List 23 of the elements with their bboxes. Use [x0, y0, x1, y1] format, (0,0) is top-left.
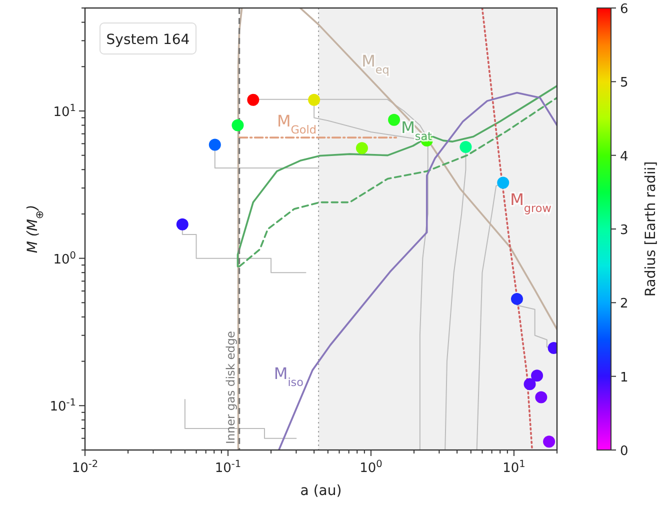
y-tick-label: 10$^{0}$ [53, 250, 76, 268]
annotation: System 164 [106, 32, 190, 48]
annotation: M$_{eq}$ [362, 52, 390, 76]
color-bar-label: 2 [620, 296, 628, 312]
x-tick-label: 10$^{-1}$ [214, 458, 242, 476]
color-bar-label: 5 [620, 76, 628, 91]
y-tick-label: 10$^{1}$ [53, 102, 76, 120]
annotation: M$_{Gold}$ [276, 112, 316, 136]
x-tick-label: 10$^{0}$ [360, 458, 382, 476]
color-bar-label: 4 [620, 149, 628, 164]
x-tick-label: 10$^{1}$ [502, 458, 526, 476]
color-bar-title: Radius [Earth radii] [643, 161, 659, 297]
color-bar-label: 0 [620, 444, 628, 459]
x-axis-title: a (au) [300, 483, 342, 499]
annotation: M$_{iso}$ [274, 364, 304, 389]
color-bar-label: 3 [620, 223, 628, 238]
annotation: M$_{sat}$ [401, 118, 433, 142]
color-bar-label: 6 [620, 2, 628, 17]
ref-line-label: Inner gas disk edge [223, 331, 238, 444]
annotation: M$_{grow}$ [510, 190, 552, 215]
x-tick-label: 10$^{-2}$ [72, 458, 98, 476]
y-tick-label: 10$^{-1}$ [50, 397, 76, 415]
color-bar-label: 1 [620, 370, 628, 386]
